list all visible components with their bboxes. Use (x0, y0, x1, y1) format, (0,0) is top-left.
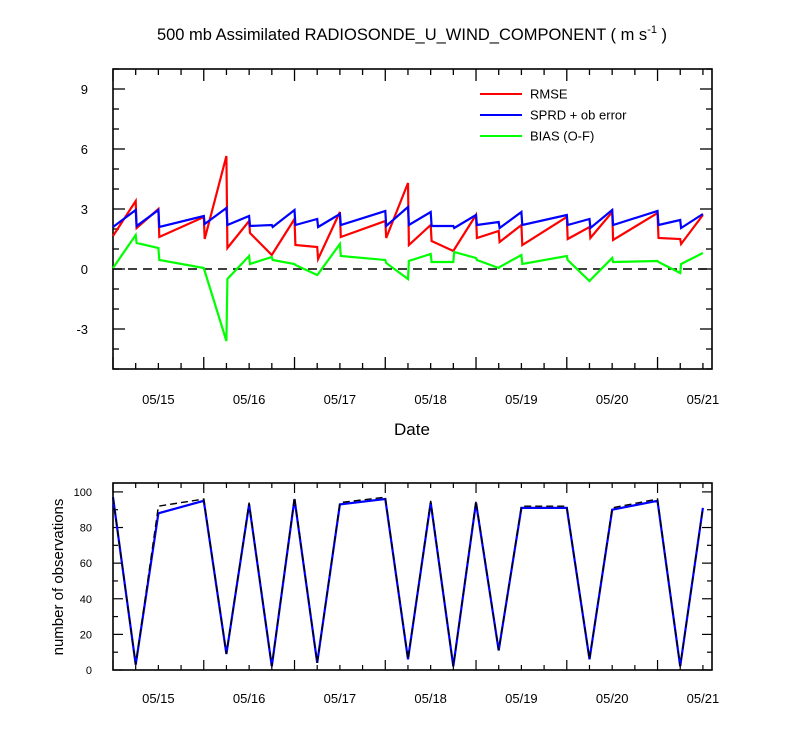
y-tick-label: 20 (80, 629, 92, 641)
y-tick-label: 100 (74, 487, 92, 499)
observations-line-0 (111, 497, 704, 667)
observations-line-1 (112, 496, 704, 667)
legend-label-0: RMSE (530, 87, 568, 102)
x-tick-label: 05/20 (596, 691, 629, 706)
x-tick-label: 05/15 (142, 691, 175, 706)
chart-title-units-close: ) (657, 26, 667, 44)
bottom-plot-panel: 05/15 05/16 05/17 05/18 05/19 05/20 05/21 0 20 4… (50, 482, 720, 706)
legend-label-2: BIAS (O-F) (530, 129, 594, 144)
x-tick-label: 05/16 (233, 392, 266, 407)
chart-title-units: ( m s (611, 26, 648, 44)
y-tick-label: 0 (86, 665, 92, 677)
chart-title: 500 mb Assimilated RADIOSONDE_U_WIND_COM… (157, 24, 667, 44)
top-plot-frame (112, 68, 713, 370)
x-tick-label: 05/18 (414, 392, 447, 407)
x-tick-label: 05/20 (596, 392, 629, 407)
series-line-2 (112, 231, 704, 342)
x-tick-label: 05/17 (324, 392, 357, 407)
x-tick-label: 05/21 (687, 691, 720, 706)
x-tick-label: 05/15 (142, 392, 175, 407)
y-tick-label: 80 (80, 523, 92, 535)
x-tick-label: 05/21 (687, 392, 720, 407)
chart-title-main: 500 mb Assimilated RADIOSONDE_U_WIND_COM… (157, 26, 606, 44)
top-plot-panel: RMSE SPRD + ob error BIAS (O-F) 05/15 05/16… (76, 68, 720, 439)
y-tick-label: -3 (76, 322, 88, 337)
series-line-1 (112, 204, 704, 231)
y-tick-label: 60 (80, 558, 92, 570)
legend: RMSE SPRD + ob error BIAS (O-F) (480, 87, 627, 144)
chart-title-units-superscript: -1 (647, 24, 657, 36)
x-tick-label: 05/19 (505, 392, 538, 407)
x-tick-label: 05/18 (414, 691, 447, 706)
legend-label-1: SPRD + ob error (530, 108, 627, 123)
y-tick-label: 40 (80, 594, 92, 606)
x-axis-label: Date (394, 420, 430, 439)
x-tick-label: 05/17 (324, 691, 357, 706)
y-tick-label: 3 (81, 202, 88, 217)
y-tick-label: 0 (81, 262, 88, 277)
x-tick-label: 05/19 (505, 691, 538, 706)
y-axis-label-observations: number of observations (50, 499, 67, 656)
y-tick-label: 6 (81, 142, 88, 157)
y-tick-label: 9 (81, 82, 88, 97)
x-tick-label: 05/16 (233, 691, 266, 706)
bottom-plot-frame (112, 482, 713, 671)
